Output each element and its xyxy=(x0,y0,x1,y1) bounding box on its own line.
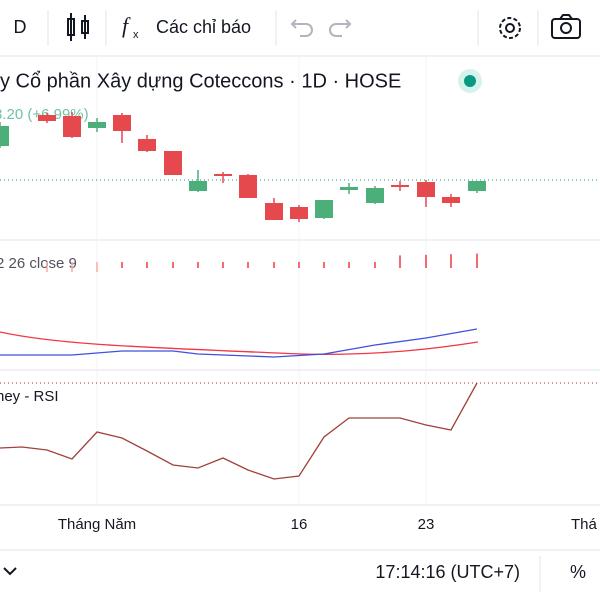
candle-body xyxy=(366,188,384,203)
candle-body xyxy=(265,203,283,220)
time-label: 23 xyxy=(418,516,435,533)
candle-body xyxy=(113,115,131,131)
candle-body xyxy=(0,126,9,146)
interval-button[interactable]: D xyxy=(14,17,27,37)
candle-body xyxy=(164,151,182,175)
candle-body xyxy=(442,197,460,203)
candle-body xyxy=(340,187,358,190)
candle-body xyxy=(391,185,409,187)
candle-body xyxy=(239,175,257,198)
macd-label: 2 26 close 9 xyxy=(0,255,77,272)
rsi-line xyxy=(0,382,478,480)
macd-line xyxy=(0,328,478,358)
candle-body xyxy=(88,122,106,128)
time-label: Tháng Năm xyxy=(58,516,136,533)
screenshot-button[interactable] xyxy=(551,14,581,39)
rsi-label: ney - RSI xyxy=(0,388,59,405)
candle-body xyxy=(315,200,333,218)
candle-body xyxy=(138,139,156,151)
time-label: 16 xyxy=(291,516,308,533)
fx-icon[interactable]: f xyxy=(122,13,131,38)
settings-button[interactable] xyxy=(499,17,521,39)
chart-type-button[interactable] xyxy=(67,13,89,41)
fx-icon-x[interactable]: x xyxy=(133,29,139,41)
candle-body xyxy=(214,174,232,176)
symbol-title: y Cổ phần Xây dựng Coteccons · 1D · HOSE xyxy=(0,70,401,92)
macd-signal-line xyxy=(0,331,479,355)
candle-body xyxy=(189,181,207,191)
percent-button[interactable]: % xyxy=(570,562,586,582)
candle-body xyxy=(290,207,308,219)
collapse-button[interactable] xyxy=(3,567,17,576)
vertical-grid xyxy=(96,56,427,505)
undo-redo[interactable] xyxy=(290,19,352,37)
candle-body xyxy=(38,115,56,121)
toolbar xyxy=(0,10,600,57)
market-status-dot xyxy=(464,75,476,87)
clock: 17:14:16 (UTC+7) xyxy=(375,562,520,582)
time-label: Thá xyxy=(571,516,598,533)
pane-separators xyxy=(0,239,600,592)
candle-body xyxy=(63,116,81,137)
candle-body xyxy=(417,182,435,197)
candle-body xyxy=(468,181,486,191)
indicators-button[interactable]: Các chỉ báo xyxy=(156,17,251,37)
